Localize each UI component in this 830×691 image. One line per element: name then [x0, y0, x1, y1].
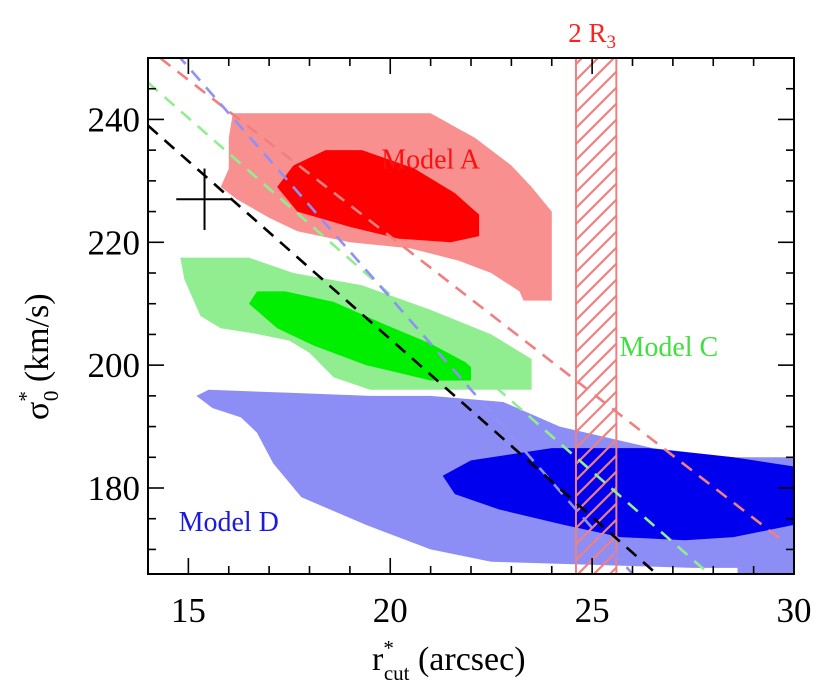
contour-fills	[180, 113, 794, 574]
y-tick-label: 180	[88, 469, 141, 508]
y-tick-label: 220	[88, 223, 141, 262]
band-hatch	[575, 58, 617, 574]
best-fit-marker	[176, 168, 233, 230]
model-d-degeneracy-line	[178, 58, 634, 574]
model-c-label: Model C	[619, 332, 718, 363]
y-tick-label: 200	[88, 346, 141, 385]
model-d-label: Model D	[179, 507, 279, 538]
model-a-inner-contour	[277, 150, 480, 243]
x-tick-label: 30	[777, 591, 812, 630]
model-labels: 2 R3 Model A Model C Model D	[179, 18, 719, 538]
y-axis-title-group: σ*0 (km/s)	[14, 293, 63, 420]
model-c-degeneracy-line	[148, 81, 711, 574]
x-tick-label: 25	[575, 591, 610, 630]
y-axis-title: σ*0 (km/s)	[14, 293, 63, 420]
black-degeneracy-line	[148, 124, 658, 574]
axes: 15 20 25 30 180 200 220 240 r* cut (arcsec) σ*0 (k…	[14, 57, 812, 685]
degeneracy-lines	[148, 58, 787, 574]
model-c-inner-contour	[248, 291, 471, 381]
x-tick-label: 15	[171, 591, 206, 630]
y-tick-label: 240	[88, 100, 141, 139]
x-tick-label: 20	[373, 591, 408, 630]
radius-band	[574, 58, 618, 574]
band-label: 2 R3	[568, 18, 616, 53]
x-axis-title: r* cut (arcsec)	[372, 636, 526, 685]
model-a-label: Model A	[381, 145, 481, 176]
